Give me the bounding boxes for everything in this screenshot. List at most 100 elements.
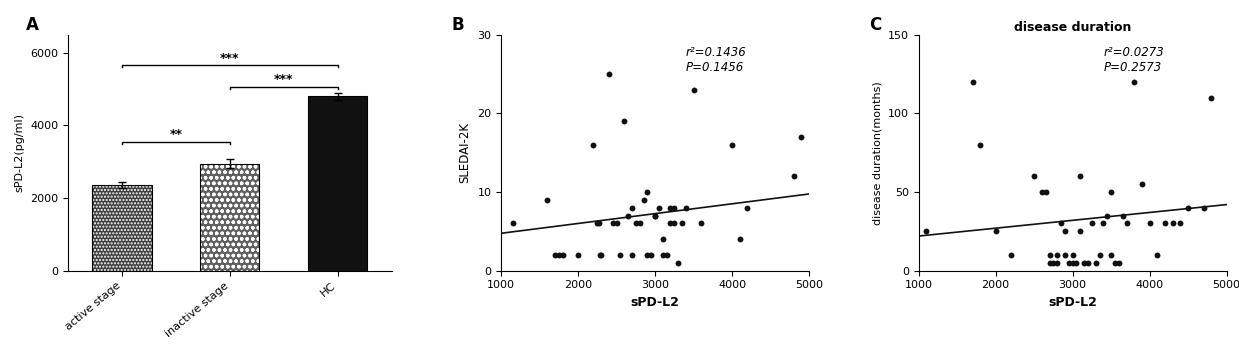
Point — [653, 252, 673, 258]
Point — [668, 260, 688, 265]
Bar — [93, 185, 151, 271]
Point — [591, 252, 611, 258]
X-axis label: sPD-L2: sPD-L2 — [631, 296, 679, 309]
Point — [622, 205, 642, 211]
Point — [691, 221, 711, 226]
Point — [660, 205, 680, 211]
Text: ***: *** — [221, 52, 239, 65]
Point — [1116, 221, 1136, 226]
Point — [1056, 229, 1075, 234]
Point — [590, 252, 610, 258]
Point — [1074, 260, 1094, 265]
Point — [722, 142, 742, 147]
Point — [615, 118, 634, 124]
Point — [646, 213, 665, 218]
Point — [1047, 260, 1067, 265]
Point — [589, 221, 608, 226]
Point — [1171, 221, 1191, 226]
Point — [603, 221, 623, 226]
Point — [1124, 79, 1144, 85]
Point — [569, 252, 589, 258]
Point — [653, 236, 673, 242]
Point — [1067, 260, 1087, 265]
Point — [676, 205, 696, 211]
Point — [503, 221, 523, 226]
Point — [538, 197, 558, 203]
Point — [1047, 252, 1067, 258]
Point — [1070, 174, 1090, 179]
Point — [1101, 252, 1121, 258]
Text: C: C — [870, 16, 882, 34]
Point — [737, 205, 757, 211]
Text: r²=0.1436
P=0.1456: r²=0.1436 P=0.1456 — [686, 46, 747, 75]
Point — [730, 236, 750, 242]
Point — [1101, 189, 1121, 195]
Title: disease duration: disease duration — [1014, 20, 1131, 34]
Point — [1098, 213, 1118, 218]
Bar — [201, 163, 259, 271]
Point — [1059, 260, 1079, 265]
Point — [1082, 221, 1101, 226]
Point — [1032, 189, 1052, 195]
Point — [986, 229, 1006, 234]
Point — [637, 252, 657, 258]
Point — [1132, 181, 1152, 187]
Bar — [309, 96, 367, 271]
Point — [917, 229, 937, 234]
Point — [549, 252, 569, 258]
Point — [1140, 221, 1160, 226]
Point — [672, 221, 691, 226]
Point — [1094, 221, 1114, 226]
Point — [684, 87, 704, 93]
Text: ***: *** — [274, 74, 294, 86]
Point — [1070, 229, 1090, 234]
Point — [963, 79, 983, 85]
Point — [1078, 260, 1098, 265]
Point — [587, 221, 607, 226]
Point — [646, 213, 665, 218]
Point — [1043, 260, 1063, 265]
X-axis label: sPD-L2: sPD-L2 — [1048, 296, 1097, 309]
Point — [1155, 221, 1175, 226]
Point — [1056, 252, 1075, 258]
Point — [1113, 213, 1132, 218]
Point — [1089, 252, 1109, 258]
Point — [664, 205, 684, 211]
Point — [598, 71, 618, 77]
Point — [1105, 260, 1125, 265]
Text: A: A — [26, 16, 38, 34]
Point — [649, 205, 669, 211]
Bar — [93, 185, 151, 271]
Point — [1051, 221, 1070, 226]
Point — [1025, 174, 1044, 179]
Point — [1109, 260, 1129, 265]
Point — [1040, 252, 1059, 258]
Point — [1147, 252, 1167, 258]
Point — [970, 142, 990, 147]
Point — [1202, 95, 1222, 100]
Point — [626, 221, 646, 226]
Point — [1178, 205, 1198, 211]
Point — [1001, 252, 1021, 258]
Point — [1040, 260, 1059, 265]
Point — [660, 221, 680, 226]
Y-axis label: SLEDAI-2K: SLEDAI-2K — [458, 122, 472, 183]
Y-axis label: disease duration(months): disease duration(months) — [872, 81, 882, 225]
Point — [664, 221, 684, 226]
Point — [1063, 252, 1083, 258]
Point — [792, 134, 812, 140]
Point — [1085, 260, 1105, 265]
Text: B: B — [452, 16, 465, 34]
Bar — [309, 96, 367, 271]
Point — [1036, 189, 1056, 195]
Point — [584, 142, 603, 147]
Point — [657, 252, 676, 258]
Point — [618, 213, 638, 218]
Point — [629, 221, 649, 226]
Point — [633, 197, 653, 203]
Point — [637, 189, 657, 195]
Point — [1193, 205, 1213, 211]
Point — [607, 221, 627, 226]
Point — [622, 252, 642, 258]
Bar — [201, 163, 259, 271]
